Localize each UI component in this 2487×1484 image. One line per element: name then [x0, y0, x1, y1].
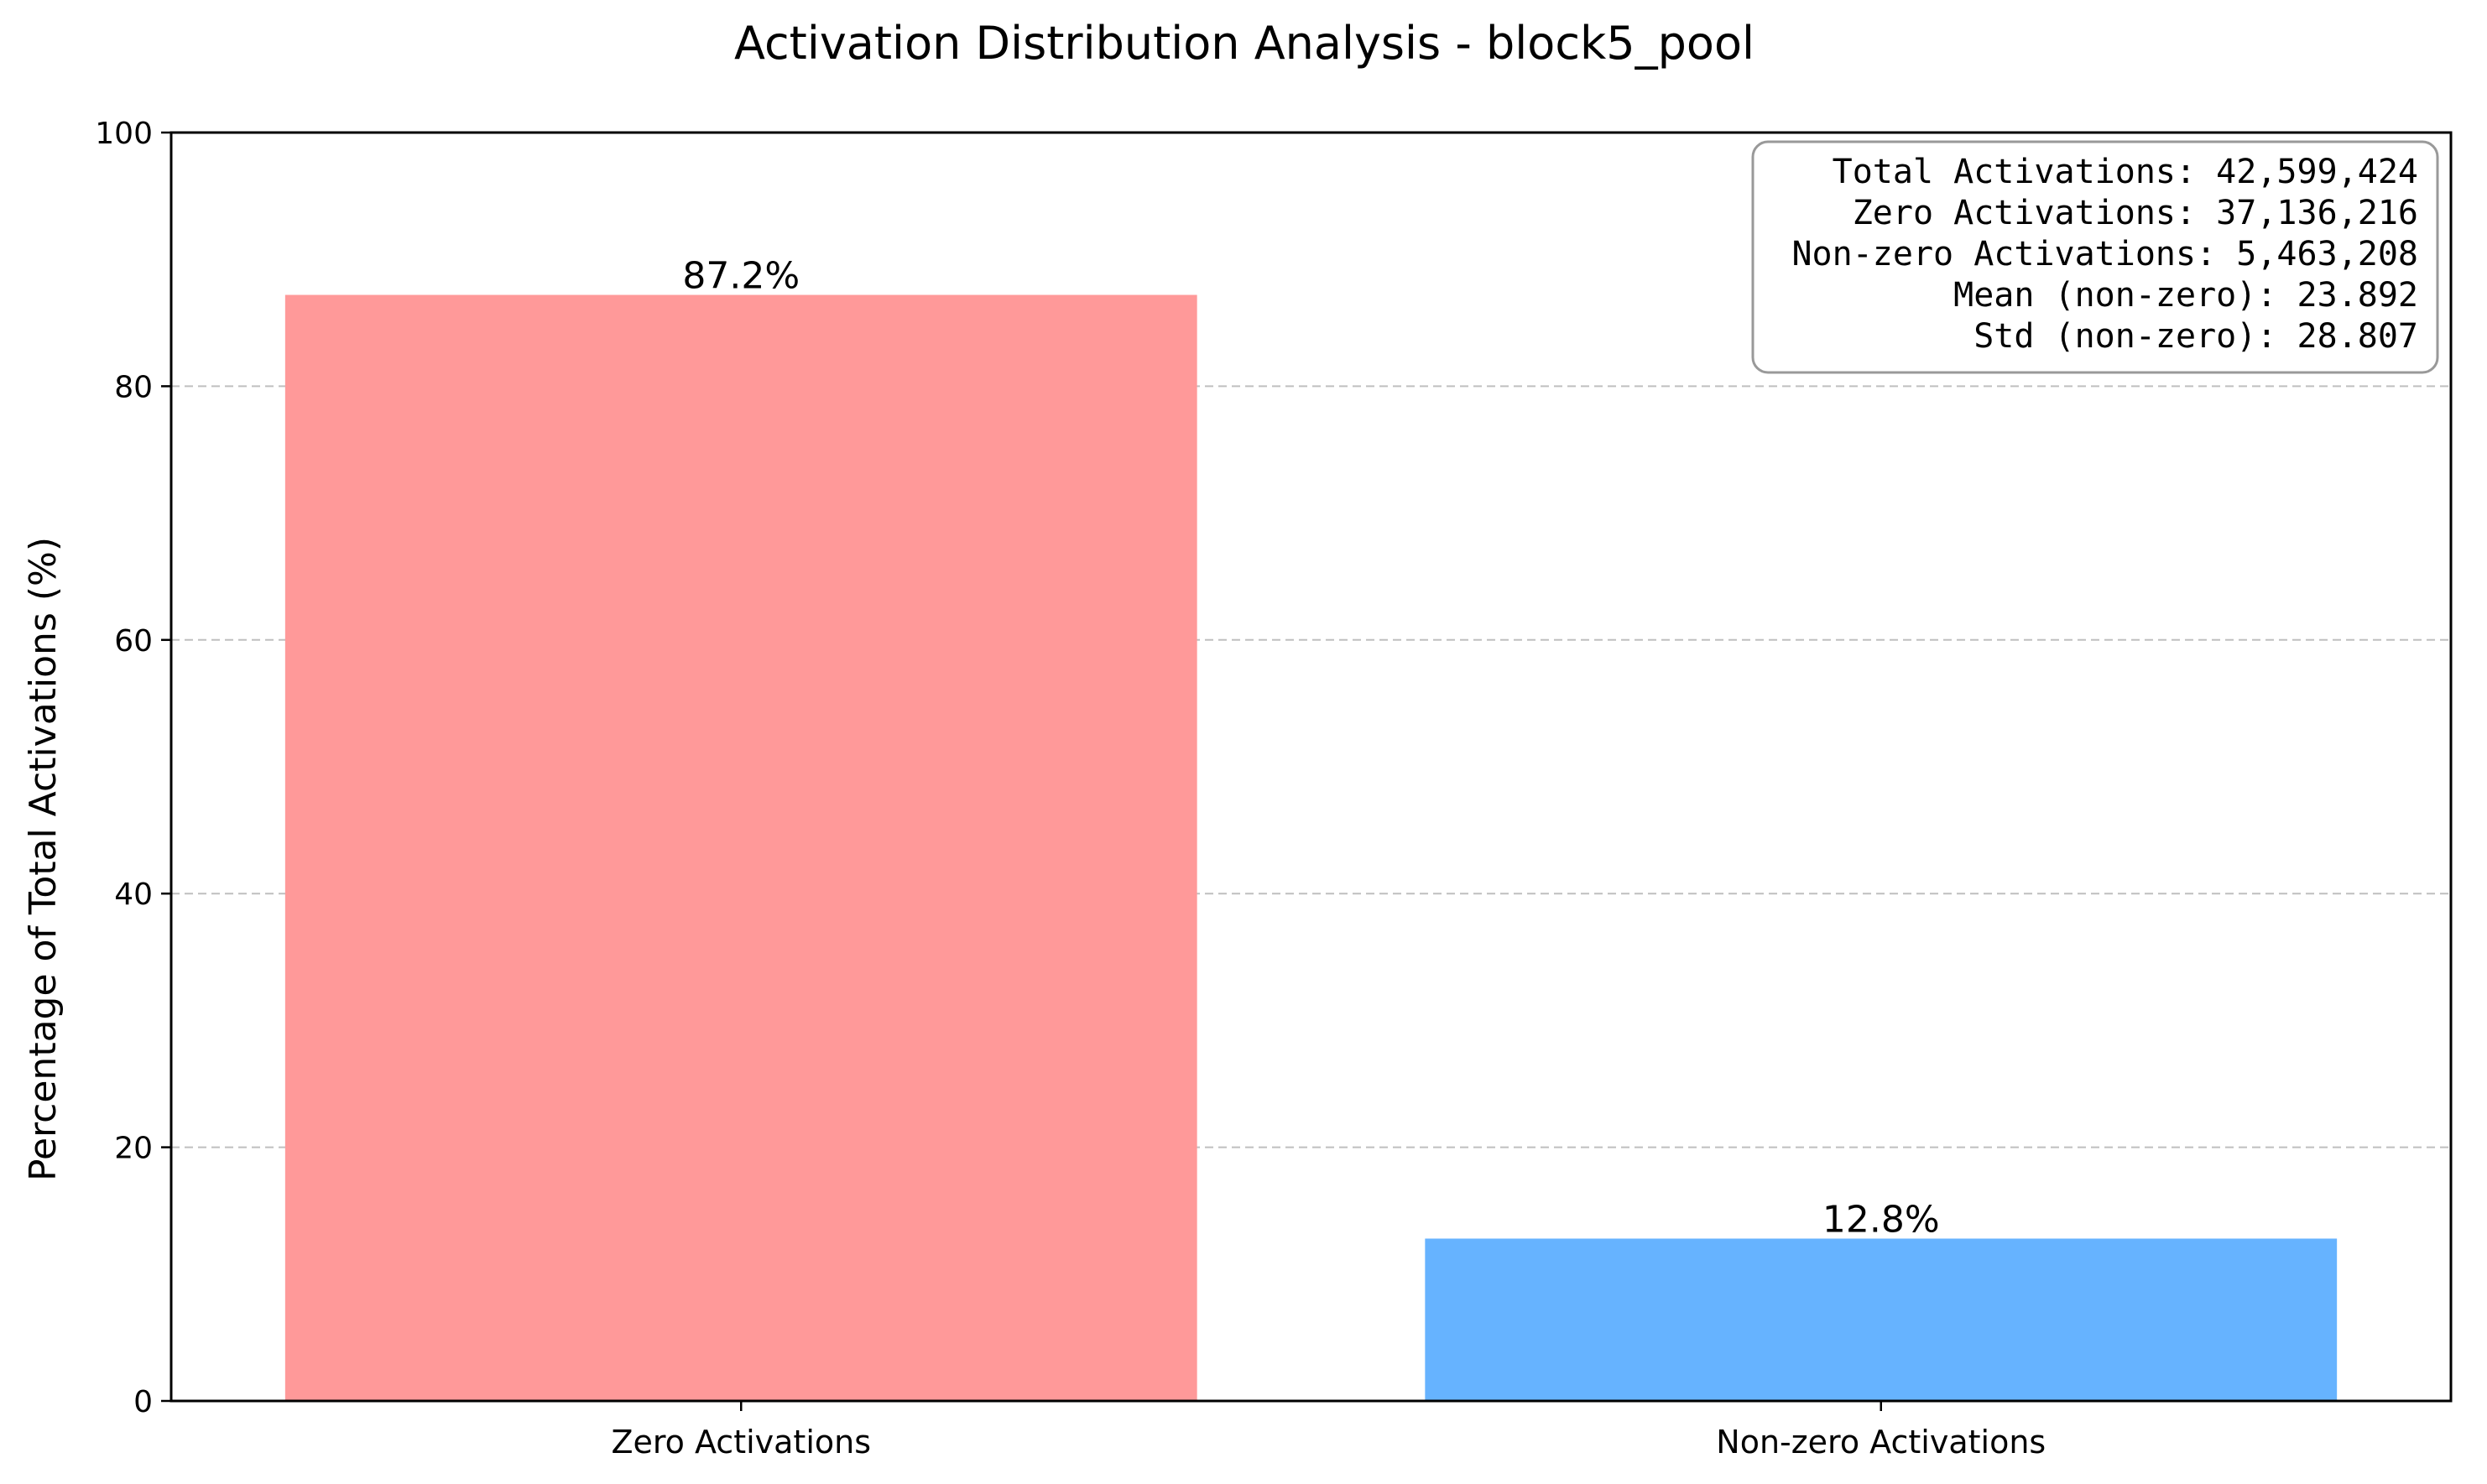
stats-line-zero: Zero Activations: 37,136,216 [1853, 194, 2418, 232]
stats-line-std: Std (non-zero): 28.807 [1973, 317, 2418, 356]
bar [1425, 1238, 2338, 1401]
stats-line-mean: Mean (non-zero): 23.892 [1953, 276, 2418, 315]
bars [284, 294, 2338, 1401]
bar [284, 294, 1197, 1401]
x-ticks: Zero Activations Non-zero Activations [611, 1401, 2046, 1461]
y-tick-label: 60 [114, 624, 153, 659]
value-label: 87.2% [682, 255, 800, 298]
plot-frame [169, 131, 2453, 1403]
chart-title: Activation Distribution Analysis - block… [734, 17, 1754, 70]
stats-line-nonzero: Non-zero Activations: 5,463,208 [1791, 235, 2418, 273]
y-axis-label: Percentage of Total Activations (%) [22, 537, 65, 1181]
x-tick-label: Non-zero Activations [1716, 1424, 2046, 1461]
y-tick-label: 40 [114, 877, 153, 912]
stats-box: Total Activations: 42,599,424 Zero Activ… [1751, 140, 2439, 374]
stats-line-total: Total Activations: 42,599,424 [1833, 153, 2418, 191]
stats-box-frame [1751, 140, 2439, 374]
y-tick-label: 20 [114, 1132, 153, 1166]
x-tick-label: Zero Activations [611, 1424, 871, 1461]
y-tick-label: 80 [114, 370, 153, 404]
y-ticks: 0 20 40 60 80 100 [95, 117, 171, 1419]
value-labels: 87.2% 12.8% [682, 255, 1939, 1242]
y-tick-label: 0 [133, 1385, 153, 1419]
y-tick-label: 100 [95, 117, 153, 151]
value-label: 12.8% [1822, 1198, 1940, 1241]
